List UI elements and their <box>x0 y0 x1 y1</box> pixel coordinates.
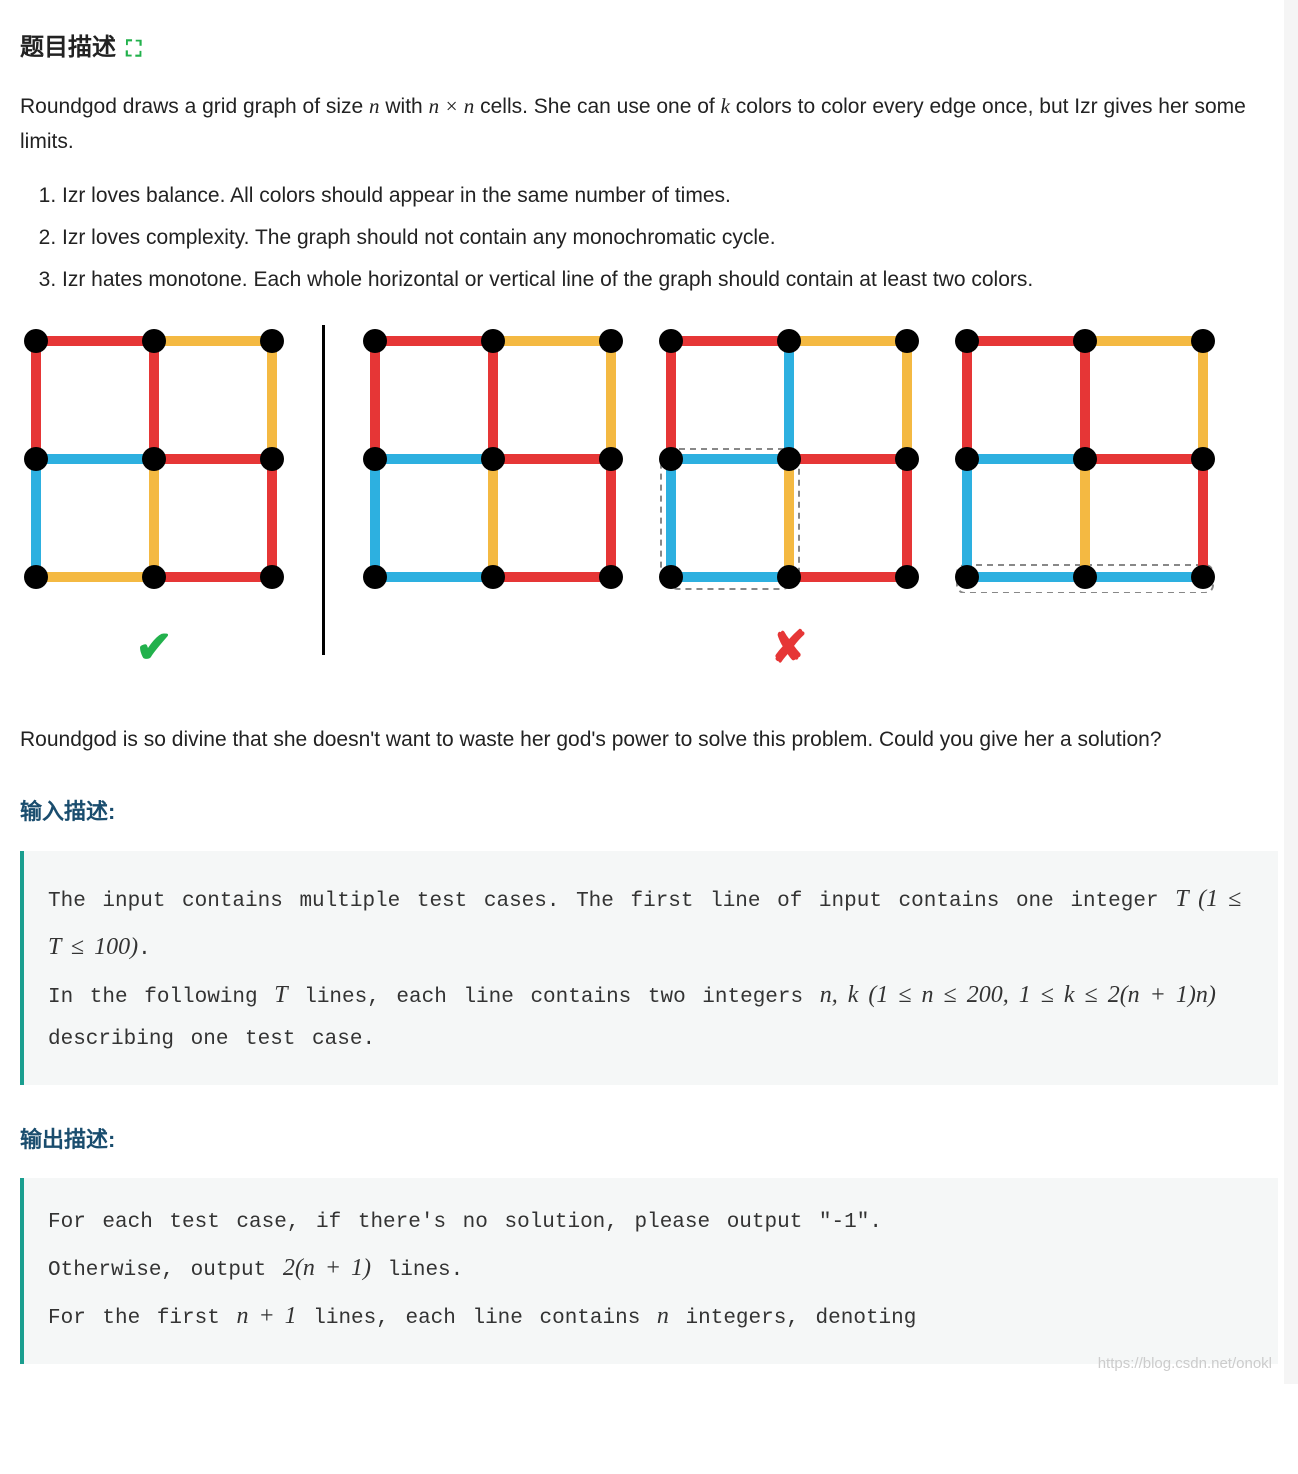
grid-figure <box>951 325 1219 605</box>
code-text: For the first <box>48 1307 236 1330</box>
intro-paragraph: Roundgod draws a grid graph of size n wi… <box>20 89 1278 160</box>
vertical-divider <box>322 325 325 655</box>
code-text: describing one test case. <box>48 1028 375 1051</box>
math-2n1: 2(n + 1) <box>283 1255 371 1281</box>
cross-icon: ✘ <box>655 611 923 686</box>
code-text: lines. <box>388 1259 464 1282</box>
expand-icon[interactable]: ⛶ <box>126 30 141 67</box>
math-nxn: n × n <box>429 94 475 118</box>
grid-figure: ✔ <box>20 325 288 685</box>
math-n: n <box>369 94 380 118</box>
figure-row: ✔✘ <box>20 325 1278 685</box>
code-text: lines, each line contains two integers <box>304 986 819 1009</box>
input-heading: 输入描述: <box>20 793 1278 830</box>
title-text: 题目描述 <box>20 28 116 69</box>
rule-item: Izr hates monotone. Each whole horizonta… <box>62 262 1278 298</box>
code-text: The input contains multiple test cases. … <box>48 890 1175 913</box>
grid-figure <box>359 325 627 605</box>
code-text: integers, denoting <box>686 1307 917 1330</box>
code-text: For each test case, if there's no soluti… <box>48 1211 882 1234</box>
math-T: T <box>274 982 287 1008</box>
input-description-box: The input contains multiple test cases. … <box>20 851 1278 1085</box>
outro-paragraph: Roundgod is so divine that she doesn't w… <box>20 722 1278 758</box>
intro-text: cells. She can use one of <box>480 95 721 118</box>
math-n1: n + 1 <box>236 1303 296 1329</box>
code-text: . <box>138 938 151 961</box>
intro-text: with <box>385 95 428 118</box>
section-title: 题目描述 ⛶ <box>20 28 1278 69</box>
watermark: https://blog.csdn.net/onokl <box>1098 1351 1272 1377</box>
scrollbar-track[interactable] <box>1284 0 1298 1384</box>
code-text: In the following <box>48 986 274 1009</box>
math-k: k <box>721 94 730 118</box>
grid-figure: ✘ <box>655 325 923 685</box>
rule-item: Izr loves complexity. The graph should n… <box>62 220 1278 256</box>
code-text: Otherwise, output <box>48 1259 283 1282</box>
code-text: lines, each line contains <box>313 1307 657 1330</box>
output-description-box: For each test case, if there's no soluti… <box>20 1178 1278 1364</box>
math-n: n <box>657 1303 669 1329</box>
rule-item: Izr loves balance. All colors should app… <box>62 178 1278 214</box>
math-nk-range: n, k (1 ≤ n ≤ 200, 1 ≤ k ≤ 2(n + 1)n) <box>820 982 1216 1008</box>
output-heading: 输出描述: <box>20 1121 1278 1158</box>
check-icon: ✔ <box>20 611 288 686</box>
rules-list: Izr loves balance. All colors should app… <box>62 178 1278 297</box>
intro-text: Roundgod draws a grid graph of size <box>20 95 369 118</box>
